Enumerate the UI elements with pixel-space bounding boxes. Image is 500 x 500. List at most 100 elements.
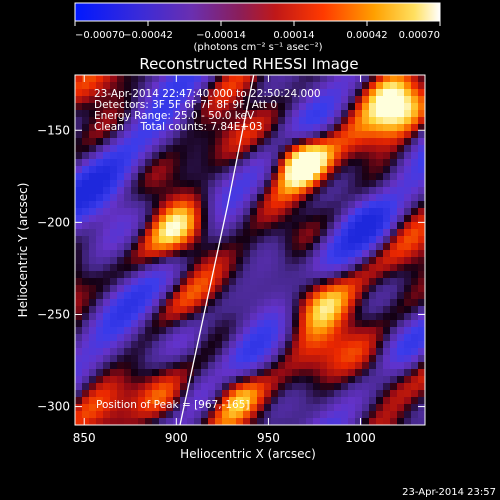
heatmap-cell <box>327 180 335 188</box>
heatmap-cell <box>180 418 188 425</box>
heatmap-cell <box>369 124 377 132</box>
heatmap-cell <box>271 397 279 405</box>
heatmap-cell <box>418 243 425 251</box>
heatmap-cell <box>166 264 174 272</box>
heatmap-cell <box>117 264 125 272</box>
heatmap-cell <box>285 75 293 83</box>
heatmap-cell <box>397 313 405 321</box>
heatmap-cell <box>110 159 118 167</box>
heatmap-cell <box>327 271 335 279</box>
heatmap-cell <box>229 285 237 293</box>
heatmap-cell <box>222 376 230 384</box>
heatmap-cell <box>75 229 83 237</box>
heatmap-cell <box>173 145 181 153</box>
heatmap-cell <box>103 152 111 160</box>
heatmap-cell <box>278 383 286 391</box>
heatmap-cell <box>138 166 146 174</box>
heatmap-cell <box>103 201 111 209</box>
heatmap-cell <box>159 390 167 398</box>
heatmap-cell <box>89 327 97 335</box>
heatmap-cell <box>180 173 188 181</box>
heatmap-cell <box>110 404 118 412</box>
heatmap-cell <box>208 89 216 97</box>
heatmap-cell <box>236 376 244 384</box>
heatmap-cell <box>145 271 153 279</box>
heatmap-cell <box>159 264 167 272</box>
heatmap-cell <box>341 355 349 363</box>
heatmap-cell <box>131 110 139 118</box>
heatmap-cell <box>194 243 202 251</box>
heatmap-cell <box>236 243 244 251</box>
heatmap-cell <box>362 313 370 321</box>
heatmap-cell <box>404 166 412 174</box>
annotation-clean-counts: Clean Total counts: 7.84E+03 <box>94 121 263 133</box>
heatmap-cell <box>201 215 209 223</box>
heatmap-cell <box>397 96 405 104</box>
heatmap-cell <box>236 369 244 377</box>
heatmap-cell <box>278 145 286 153</box>
heatmap-cell <box>341 390 349 398</box>
heatmap-cell <box>103 348 111 356</box>
heatmap-cell <box>341 103 349 111</box>
heatmap-cell <box>173 215 181 223</box>
heatmap-cell <box>138 75 146 83</box>
heatmap-cell <box>110 75 118 83</box>
heatmap-cell <box>341 75 349 83</box>
heatmap-cell <box>243 89 251 97</box>
heatmap-cell <box>194 96 202 104</box>
heatmap-cell <box>166 320 174 328</box>
heatmap-cell <box>194 257 202 265</box>
heatmap-cell <box>180 383 188 391</box>
heatmap-cell <box>103 236 111 244</box>
heatmap-cell <box>166 173 174 181</box>
heatmap-cell <box>117 145 125 153</box>
heatmap-cell <box>369 292 377 300</box>
heatmap-cell <box>257 159 265 167</box>
heatmap-cell <box>362 215 370 223</box>
heatmap-cell <box>285 110 293 118</box>
heatmap-cell <box>397 341 405 349</box>
heatmap-cell <box>313 75 321 83</box>
heatmap-cell <box>145 362 153 370</box>
heatmap-cell <box>257 215 265 223</box>
heatmap-cell <box>159 159 167 167</box>
heatmap-cell <box>341 110 349 118</box>
heatmap-cell <box>257 341 265 349</box>
heatmap-cell <box>124 138 132 146</box>
heatmap-cell <box>110 138 118 146</box>
heatmap-cell <box>383 75 391 83</box>
heatmap-cell <box>278 376 286 384</box>
heatmap-cell <box>236 418 244 425</box>
heatmap-cell <box>96 131 104 139</box>
heatmap-cell <box>292 229 300 237</box>
heatmap-cell <box>306 75 314 83</box>
heatmap-cell <box>201 236 209 244</box>
heatmap-cell <box>292 411 300 419</box>
heatmap-cell <box>145 264 153 272</box>
heatmap-cell <box>362 348 370 356</box>
heatmap-cell <box>306 124 314 132</box>
heatmap-cell <box>187 404 195 412</box>
heatmap-cell <box>138 292 146 300</box>
heatmap-cell <box>383 208 391 216</box>
heatmap-cell <box>355 271 363 279</box>
colorbar-tick-label: 0.00070 <box>399 30 440 41</box>
heatmap-cell <box>362 201 370 209</box>
heatmap-cell <box>348 103 356 111</box>
heatmap-cell <box>313 369 321 377</box>
heatmap-cell <box>110 208 118 216</box>
heatmap-cell <box>285 166 293 174</box>
heatmap-cell <box>397 117 405 125</box>
heatmap-cell <box>173 131 181 139</box>
heatmap-cell <box>320 271 328 279</box>
heatmap-cell <box>152 411 160 419</box>
heatmap-cell <box>292 103 300 111</box>
heatmap-cell <box>173 362 181 370</box>
heatmap-cell <box>229 327 237 335</box>
heatmap-cell <box>320 292 328 300</box>
heatmap-cell <box>250 257 258 265</box>
heatmap-cell <box>376 173 384 181</box>
heatmap-cell <box>313 278 321 286</box>
heatmap-cell <box>250 229 258 237</box>
heatmap-cell <box>145 117 153 125</box>
